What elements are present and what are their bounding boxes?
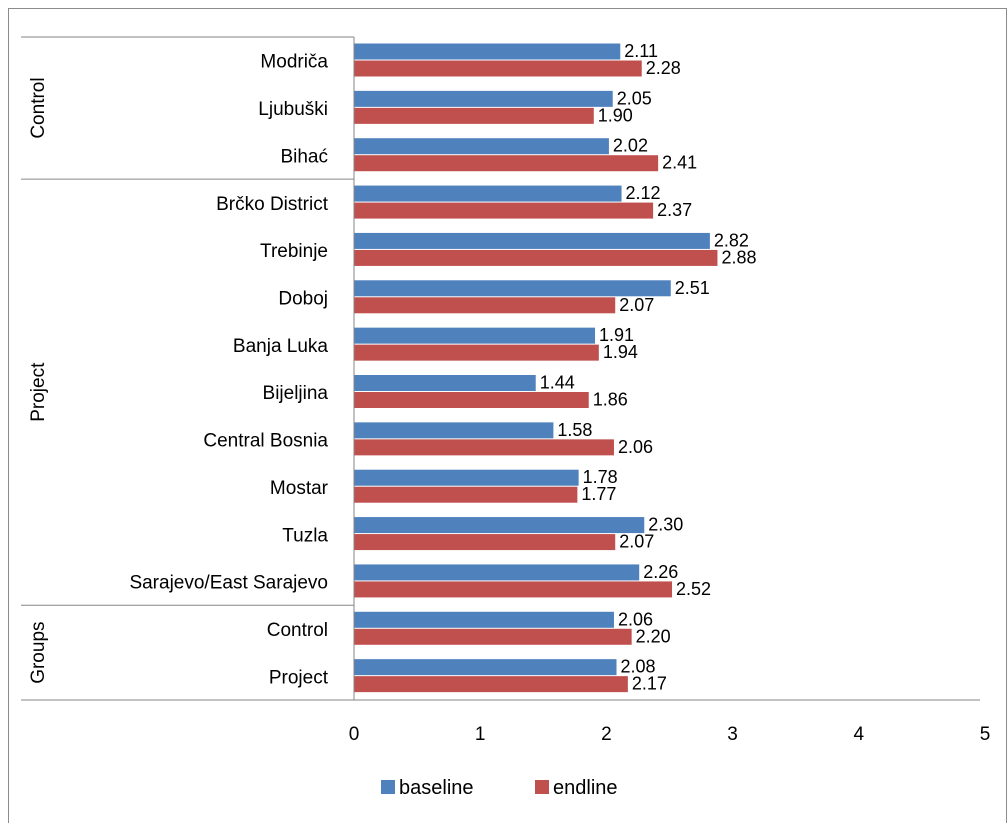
bar-baseline-project xyxy=(354,659,617,676)
bar-endline-modrica xyxy=(354,60,642,77)
data-label-baseline-sarajevo-east-sarajevo: 2.26 xyxy=(643,562,678,582)
bar-endline-bijeljina xyxy=(354,392,589,408)
group-label-project: Project xyxy=(28,362,49,422)
data-label-baseline-control: 2.06 xyxy=(618,609,653,629)
category-label-bihac: Bihać xyxy=(280,146,328,167)
x-tick-label-4: 4 xyxy=(854,724,865,745)
bar-baseline-central-bosnia xyxy=(354,422,554,439)
bar-baseline-bihac xyxy=(354,138,609,155)
data-label-baseline-banja-luka: 1.91 xyxy=(599,325,634,345)
data-label-baseline-doboj: 2.51 xyxy=(675,278,710,298)
category-label-mostar: Mostar xyxy=(270,478,329,499)
x-tick-label-1: 1 xyxy=(475,724,486,745)
data-label-endline-trebinje: 2.88 xyxy=(721,247,756,267)
legend-label-endline: endline xyxy=(553,777,618,799)
bar-endline-sarajevo-east-sarajevo xyxy=(354,581,673,598)
category-label-central-bosnia: Central Bosnia xyxy=(203,431,328,452)
bar-endline-central-bosnia xyxy=(354,439,614,456)
data-label-baseline-ljubuski: 2.05 xyxy=(617,88,652,108)
data-label-baseline-project: 2.08 xyxy=(620,657,655,677)
bar-baseline-trebinje xyxy=(354,232,710,249)
legend-item-endline: endline xyxy=(535,777,618,799)
data-label-endline-mostar: 1.77 xyxy=(581,484,616,504)
legend-item-baseline: baseline xyxy=(381,777,474,799)
data-label-endline-project: 2.17 xyxy=(632,674,667,694)
bar-baseline-bijeljina xyxy=(354,375,536,391)
category-label-modrica: Modriča xyxy=(260,52,328,73)
bar-baseline-sarajevo-east-sarajevo xyxy=(354,564,640,581)
data-label-baseline-tuzla: 2.30 xyxy=(648,515,683,535)
legend: baseline endline xyxy=(381,777,618,799)
bar-baseline-doboj xyxy=(354,280,671,297)
category-label-control-group: Control xyxy=(267,620,328,641)
x-tick-label-3: 3 xyxy=(727,724,738,745)
category-label-banja-luka: Banja Luka xyxy=(233,336,329,357)
bar-baseline-control xyxy=(354,611,614,628)
category-label-bijeljina: Bijeljina xyxy=(263,383,329,404)
category-label-doboj: Doboj xyxy=(278,288,328,309)
bar-endline-bihac xyxy=(354,155,659,172)
bar-endline-project xyxy=(354,676,628,693)
category-label-tuzla: Tuzla xyxy=(282,525,328,546)
data-label-endline-tuzla: 2.07 xyxy=(619,532,654,552)
bar-baseline-brcko-district xyxy=(354,185,622,202)
x-tick-label-2: 2 xyxy=(601,724,612,745)
bar-baseline-mostar xyxy=(354,469,579,486)
bar-endline-control xyxy=(354,628,632,645)
bar-baseline-modrica xyxy=(354,43,621,60)
data-label-baseline-bijeljina: 1.44 xyxy=(540,373,575,393)
data-label-baseline-trebinje: 2.82 xyxy=(714,230,749,250)
bar-baseline-ljubuski xyxy=(354,90,613,107)
data-label-baseline-bihac: 2.02 xyxy=(613,136,648,156)
legend-label-baseline: baseline xyxy=(399,777,474,799)
data-label-endline-sarajevo-east-sarajevo: 2.52 xyxy=(676,579,711,599)
bar-endline-trebinje xyxy=(354,249,718,266)
bar-endline-doboj xyxy=(354,297,616,314)
data-label-endline-brcko-district: 2.37 xyxy=(657,200,692,220)
legend-swatch-endline xyxy=(535,780,549,794)
category-label-brcko-district: Brčko District xyxy=(216,194,329,215)
group-label-groups: Groups xyxy=(28,621,49,683)
legend-swatch-baseline xyxy=(381,780,395,794)
data-label-endline-bijeljina: 1.86 xyxy=(593,390,628,410)
bar-endline-mostar xyxy=(354,486,578,503)
data-label-endline-bihac: 2.41 xyxy=(662,153,697,173)
bar-endline-ljubuski xyxy=(354,107,594,124)
data-label-endline-modrica: 2.28 xyxy=(646,58,681,78)
x-tick-label-5: 5 xyxy=(980,724,991,745)
category-label-trebinje: Trebinje xyxy=(260,241,328,262)
data-label-endline-banja-luka: 1.94 xyxy=(603,342,638,362)
data-label-endline-doboj: 2.07 xyxy=(619,295,654,315)
chart-frame xyxy=(8,8,1007,828)
category-label-project-group: Project xyxy=(269,667,329,688)
data-label-endline-ljubuski: 1.90 xyxy=(598,105,633,125)
data-label-baseline-brcko-district: 2.12 xyxy=(626,183,661,203)
bar-endline-brcko-district xyxy=(354,202,654,219)
data-label-endline-central-bosnia: 2.06 xyxy=(618,437,653,457)
x-tick-label-0: 0 xyxy=(349,724,360,745)
bar-endline-tuzla xyxy=(354,534,616,551)
category-label-sarajevo-east-sarajevo: Sarajevo/East Sarajevo xyxy=(129,573,328,594)
group-label-control: Control xyxy=(28,77,49,138)
category-label-ljubuski: Ljubuški xyxy=(258,99,328,120)
data-label-baseline-modrica: 2.11 xyxy=(624,41,658,61)
data-label-endline-control: 2.20 xyxy=(636,626,671,646)
data-label-baseline-mostar: 1.78 xyxy=(583,467,618,487)
bar-endline-banja-luka xyxy=(354,344,599,361)
bar-baseline-tuzla xyxy=(354,517,645,534)
bar-baseline-banja-luka xyxy=(354,327,596,344)
data-label-baseline-central-bosnia: 1.58 xyxy=(557,420,592,440)
